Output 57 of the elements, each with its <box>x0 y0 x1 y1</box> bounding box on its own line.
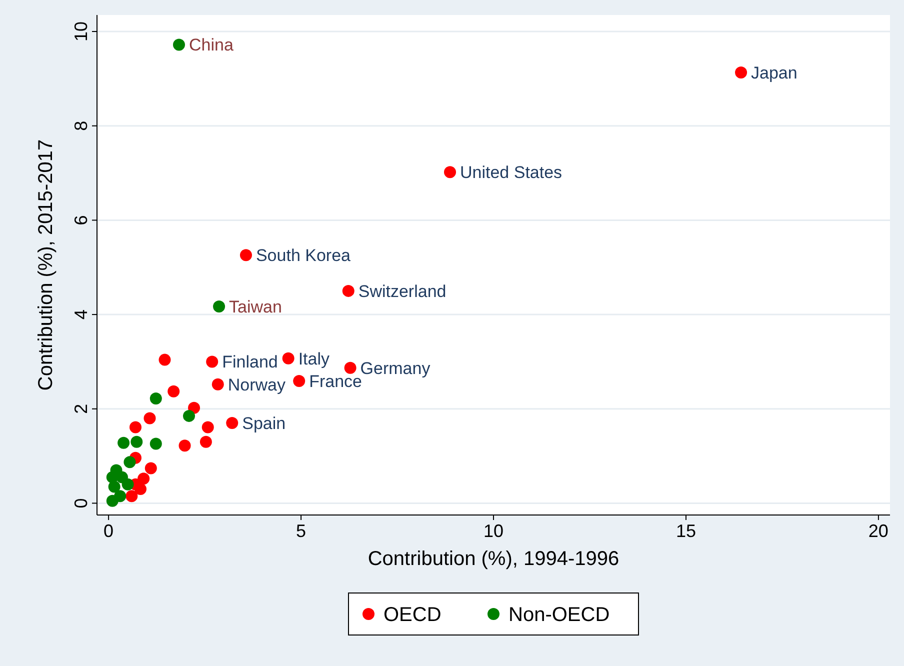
y-tick-label: 6 <box>71 215 91 226</box>
data-label: Spain <box>242 414 286 434</box>
point <box>342 284 354 297</box>
y-tick-label: 10 <box>71 21 91 42</box>
data-label: Norway <box>228 375 286 394</box>
point <box>118 436 130 449</box>
y-tick-label: 8 <box>71 120 91 131</box>
x-axis-title: Contribution (%), 1994-1996 <box>368 548 620 570</box>
point <box>282 352 294 364</box>
point <box>126 490 138 502</box>
point <box>150 438 162 450</box>
point <box>168 385 180 398</box>
x-tick-label: 0 <box>104 521 114 541</box>
point <box>213 300 226 313</box>
point <box>114 490 126 502</box>
data-label: Finland <box>222 352 278 372</box>
x-tick-label: 20 <box>868 521 888 541</box>
y-axis-title: Contribution (%), 2015-2017 <box>35 139 57 391</box>
point <box>240 249 252 262</box>
x-tick-label: 5 <box>296 521 306 541</box>
point <box>124 456 136 468</box>
point <box>178 440 191 452</box>
data-label: Switzerland <box>358 282 446 301</box>
data-label: Italy <box>298 349 330 368</box>
legend-label: Non-OECD <box>508 604 610 626</box>
point <box>226 417 238 430</box>
y-tick-label: 0 <box>71 498 91 508</box>
data-label: South Korea <box>256 246 352 266</box>
y-tick-label: 4 <box>71 310 91 320</box>
data-label: Taiwan <box>229 298 282 317</box>
point <box>212 378 224 390</box>
point <box>344 362 356 374</box>
y-tick-label: 2 <box>71 404 91 414</box>
point <box>158 354 171 366</box>
point <box>130 436 143 448</box>
point <box>183 410 196 422</box>
point <box>735 66 748 79</box>
point <box>444 166 456 178</box>
x-tick-label: 15 <box>676 521 696 541</box>
data-label: Japan <box>751 64 798 83</box>
data-label: France <box>309 372 362 392</box>
legend-label: OECD <box>384 604 442 626</box>
point <box>206 356 218 368</box>
point <box>129 421 142 434</box>
point <box>293 375 306 388</box>
point <box>108 480 120 493</box>
data-label: United States <box>460 163 562 182</box>
point <box>144 462 157 474</box>
data-label: China <box>188 36 234 55</box>
data-label: Germany <box>360 358 431 378</box>
point <box>200 436 212 448</box>
point <box>150 392 162 404</box>
x-tick-label: 10 <box>483 521 504 541</box>
point <box>172 38 185 51</box>
point <box>116 471 128 484</box>
point <box>202 421 214 434</box>
point <box>144 412 156 424</box>
